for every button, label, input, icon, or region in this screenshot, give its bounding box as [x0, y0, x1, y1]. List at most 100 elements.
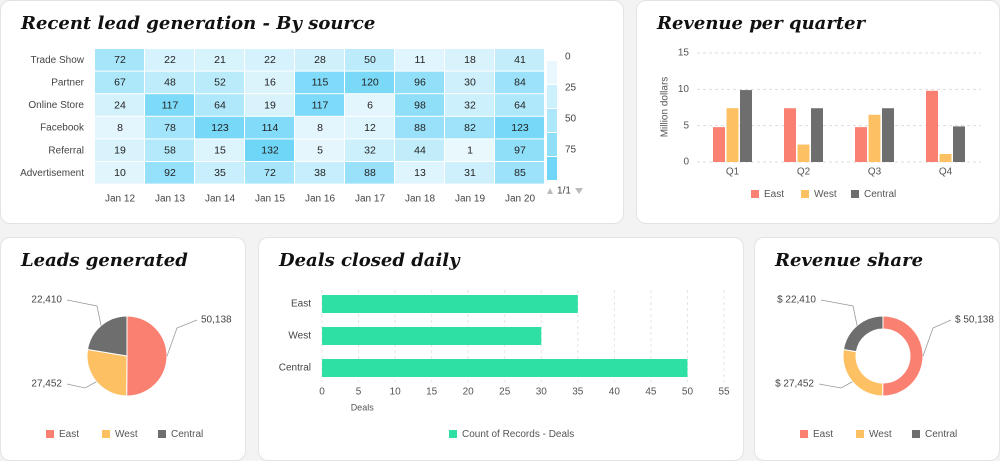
heatmap-cell	[195, 162, 244, 184]
heatmap-cell	[345, 116, 394, 139]
heatmap-scale-segment	[547, 133, 557, 156]
heatmap-cell	[95, 139, 144, 161]
heatmap-row-label: Advertisement	[20, 168, 84, 179]
legend-swatch	[102, 430, 110, 438]
revenue-quarter-title: Revenue per quarter	[657, 13, 866, 34]
heatmap-cell	[395, 49, 444, 71]
page-down-icon[interactable]	[575, 188, 583, 194]
y-axis-label: Million dollars	[660, 77, 671, 138]
heatmap-card: Recent lead generation - By source Trade…	[0, 0, 624, 224]
heatmap-cell	[345, 94, 394, 116]
y-tick-label: 0	[683, 157, 689, 168]
heatmap-cell-value: 32	[364, 144, 376, 156]
deal-bar	[322, 295, 578, 313]
legend-swatch	[46, 430, 54, 438]
heatmap-cell-value: 114	[262, 122, 279, 134]
slice-east	[882, 315, 924, 397]
heatmap-cell-value: 15	[214, 144, 226, 156]
page-up-icon[interactable]	[547, 188, 553, 194]
heatmap-cell	[445, 94, 494, 116]
x-tick-label: 5	[356, 387, 362, 398]
heatmap-cell	[445, 139, 494, 161]
heatmap-cell	[295, 94, 344, 116]
heatmap-row-label: Partner	[51, 78, 84, 89]
heatmap-cell	[95, 162, 144, 184]
heatmap-cell	[395, 94, 444, 116]
heatmap-scale-segment	[547, 61, 557, 84]
legend-label: Central	[864, 189, 896, 200]
legend-label: Central	[171, 429, 203, 440]
heatmap-column-label: Jan 15	[255, 194, 285, 205]
heatmap-cell-value: 67	[114, 77, 126, 89]
heatmap-cell-value: 38	[314, 167, 326, 179]
slice-value-label: $ 50,138	[955, 315, 994, 326]
x-tick-label: 10	[390, 387, 402, 398]
heatmap-row-label: Facebook	[40, 123, 85, 134]
heatmap-scale-tick: 0	[565, 52, 571, 63]
heatmap-cell	[95, 94, 144, 116]
heatmap-cell-value: 5	[317, 144, 323, 156]
legend-label: East	[764, 189, 784, 200]
heatmap-scale-tick: 50	[565, 114, 577, 125]
heatmap-cell-value: 21	[214, 54, 226, 66]
leads-card: Leads generated 50,138 27,452 22,410 East We…	[0, 237, 246, 461]
heatmap-column-label: Jan 18	[405, 194, 435, 205]
y-category-label: Central	[279, 363, 311, 374]
heatmap-cell-value: 72	[264, 167, 276, 179]
bar-central	[953, 126, 965, 162]
heatmap-scale-segment	[547, 157, 557, 180]
deal-bar	[322, 359, 688, 377]
heatmap-cell	[495, 162, 544, 184]
heatmap-column-label: Jan 12	[105, 194, 135, 205]
legend-swatch	[801, 190, 809, 198]
heatmap-cell-value: 82	[464, 122, 476, 134]
y-tick-label: 15	[678, 48, 690, 59]
heatmap-chart: Trade Show Partner Online Store Facebook Ref…	[20, 49, 583, 205]
heatmap-cell-value: 44	[414, 144, 426, 156]
heatmap-cell-value: 13	[414, 167, 426, 179]
x-tick-label: 50	[682, 387, 694, 398]
heatmap-cell-value: 41	[514, 54, 526, 66]
heatmap-cell-value: 92	[164, 167, 176, 179]
heatmap-cell-value: 117	[162, 99, 179, 111]
heatmap-cell-value: 12	[364, 122, 376, 134]
slice-value-label: 27,452	[31, 379, 62, 390]
heatmap-cell-value: 16	[264, 77, 276, 89]
heatmap-cell	[395, 116, 444, 139]
heatmap-cell	[495, 49, 544, 71]
legend-swatch	[856, 430, 864, 438]
heatmap-cell-value: 10	[114, 167, 126, 179]
y-category-label: West	[288, 331, 311, 342]
heatmap-cell-value: 58	[164, 144, 176, 156]
legend-swatch	[751, 190, 759, 198]
heatmap-cell-value: 11	[415, 54, 426, 66]
heatmap-column-label: Jan 20	[505, 194, 535, 205]
legend-label: West	[814, 189, 837, 200]
slice-value-label: $ 22,410	[777, 295, 816, 306]
x-tick-label: 15	[426, 387, 438, 398]
heatmap-cell-value: 22	[164, 54, 176, 66]
x-tick-label: Q1	[726, 167, 740, 178]
deals-bar-chart: 0 5 10 15 20 25 30 35 40 45 50 55 East West Central Dea…	[279, 290, 730, 440]
heatmap-cell	[195, 139, 244, 161]
heatmap-cell-value: 85	[514, 167, 526, 179]
heatmap-cell	[145, 139, 194, 161]
legend-swatch	[912, 430, 920, 438]
heatmap-cell-value: 88	[414, 122, 426, 134]
legend-swatch	[851, 190, 859, 198]
heatmap-cell-value: 35	[214, 167, 226, 179]
slice-west	[842, 348, 884, 397]
heatmap-cell	[395, 71, 444, 94]
x-tick-label: 40	[609, 387, 621, 398]
heatmap-cell-value: 72	[114, 54, 126, 66]
leads-title: Leads generated	[21, 250, 188, 271]
heatmap-cell	[295, 49, 344, 71]
heatmap-cell	[245, 139, 294, 161]
bar-east	[713, 127, 725, 162]
heatmap-cell	[395, 162, 444, 184]
heatmap-scale-segment	[547, 85, 557, 108]
legend-label: West	[869, 429, 892, 440]
label-leader-line	[820, 299, 858, 326]
heatmap-cell-value: 117	[312, 99, 329, 111]
heatmap-cell-value: 132	[261, 144, 279, 156]
